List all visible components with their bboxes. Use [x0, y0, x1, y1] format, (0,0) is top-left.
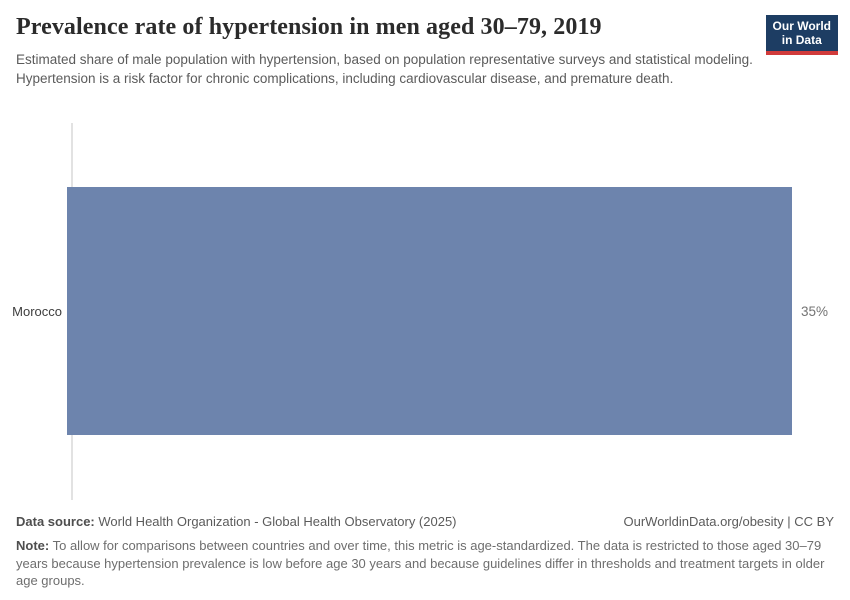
data-source-label: Data source:	[16, 514, 95, 529]
bar-morocco[interactable]	[67, 187, 792, 435]
owid-logo[interactable]: Our World in Data	[765, 15, 838, 55]
data-source-text: World Health Organization - Global Healt…	[94, 514, 457, 529]
chart-subtitle: Estimated share of male population with …	[16, 52, 753, 87]
page-title: Prevalence rate of hypertension in men a…	[16, 14, 602, 40]
bar-track	[67, 187, 792, 435]
plot-area: Morocco 35%	[0, 115, 850, 505]
owid-logo-line2: in Data	[781, 33, 822, 48]
owid-logo-line1: Our World	[772, 19, 831, 33]
chart-footer: Data source: World Health Organization -…	[16, 514, 834, 590]
entity-label: Morocco	[12, 303, 62, 319]
value-label: 35%	[801, 303, 829, 319]
data-source-line: Data source: World Health Organization -…	[16, 514, 457, 529]
note-text: To allow for comparisons between countri…	[16, 538, 825, 589]
note-label: Note:	[16, 538, 50, 553]
bar-row: Morocco 35%	[0, 187, 850, 435]
chart-header: Prevalence rate of hypertension in men a…	[16, 14, 761, 88]
license-link[interactable]: OurWorldinData.org/obesity | CC BY	[623, 514, 835, 529]
note-line: Note: To allow for comparisons between c…	[16, 537, 834, 590]
source-row: Data source: World Health Organization -…	[16, 514, 834, 529]
